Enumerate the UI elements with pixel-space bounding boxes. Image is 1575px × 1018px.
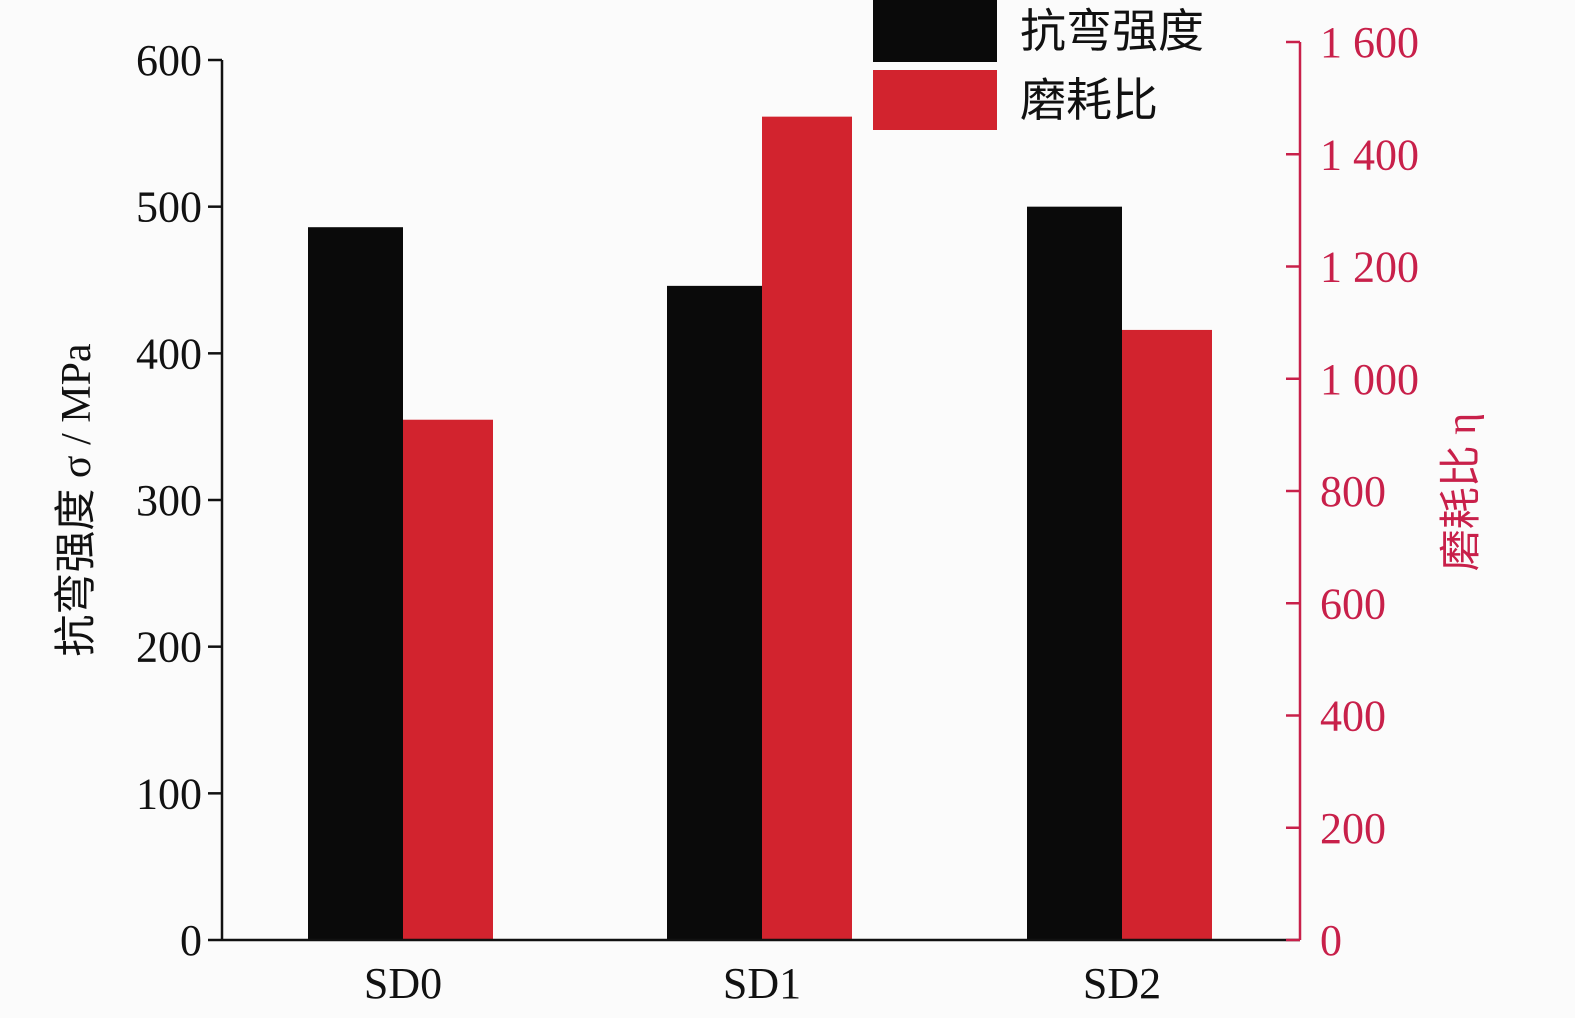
bar-磨耗比-SD1 [762,116,852,941]
y-left-tick-label: 0 [180,916,202,965]
y-right-tick-label: 800 [1320,467,1386,516]
y-right-tick-label: 1 000 [1320,355,1419,404]
bar-抗弯强度-SD2 [1027,206,1122,940]
y-left-tick-label: 500 [136,183,202,232]
y-left-axis-title: 抗弯强度 σ / MPa [53,343,100,657]
bars-layer [308,116,1212,941]
bar-抗弯强度-SD1 [667,285,762,940]
legend-label-磨耗比: 磨耗比 [1020,75,1158,126]
x-tick-label-SD2: SD2 [1083,959,1161,1008]
y-left-tick-label: 100 [136,769,202,818]
bar-磨耗比-SD2 [1122,329,1212,940]
legend-label-抗弯强度: 抗弯强度 [1020,6,1204,57]
x-tick-label-SD0: SD0 [364,959,442,1008]
axes-layer: SD0 SD1 SD2 0 100 200 300 400 500 600 0 200 400 600 80… [53,18,1485,1008]
bar-抗弯强度-SD0 [308,227,403,940]
y-left-tick-label: 200 [136,623,202,672]
y-right-tick-label: 200 [1320,804,1386,853]
y-right-tick-label: 1 400 [1320,130,1419,179]
bar-磨耗比-SD0 [403,419,493,940]
y-right-tick-label: 400 [1320,692,1386,741]
y-right-tick-label: 1 600 [1320,18,1419,67]
y-right-tick-label: 0 [1320,916,1342,965]
x-tick-label-SD1: SD1 [723,959,801,1008]
y-right-axis-title: 磨耗比 η [1439,413,1485,571]
legend-swatch-抗弯强度 [873,0,997,62]
legend-swatch-磨耗比 [873,70,997,130]
y-left-tick-label: 400 [136,329,202,378]
y-left-tick-label: 600 [136,36,202,85]
y-left-tick-label: 300 [136,476,202,525]
y-right-tick-label: 600 [1320,579,1386,628]
y-right-tick-label: 1 200 [1320,243,1419,292]
